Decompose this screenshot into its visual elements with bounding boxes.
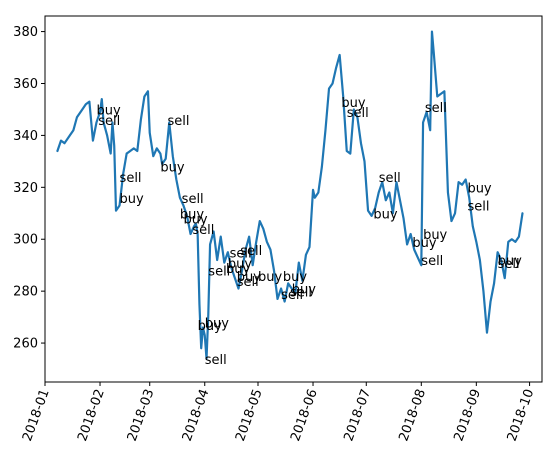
y-axis: 260 280 300 320 340 360 380 [13,25,45,352]
x-tick-label: 2018-08 [396,387,429,443]
buy-annotation: buy [258,270,282,285]
sell-annotation: sell [421,254,443,269]
axes-frame [44,15,543,383]
y-tick-label: 340 [13,129,38,144]
sell-annotation: sell [425,101,447,116]
sell-annotation: sell [98,114,120,129]
sell-annotation: sell [192,223,214,238]
buy-annotation: buy [467,182,491,197]
sell-annotation: sell [205,353,227,368]
buy-annotation: buy [341,96,365,111]
buy-annotation: buy [423,228,447,243]
buy-annotation: buy [412,236,436,251]
buy-annotation: buy [226,262,250,277]
buy-annotation: buy [283,270,307,285]
x-tick-label: 2018-04 [180,387,213,443]
buy-annotation: buy [498,254,522,269]
x-tick-label: 2018-09 [451,387,484,443]
x-tick-label: 2018-03 [125,387,158,443]
y-tick-label: 300 [13,233,38,248]
sell-annotation: sell [281,288,303,303]
sell-annotation: sell [290,285,312,300]
sell-annotation: sell [347,106,369,121]
x-tick-label: 2018-06 [288,387,321,443]
buy-annotation: buy [96,104,120,119]
buy-annotation: buy [205,316,229,331]
price-line [56,30,524,360]
sell-annotation: sell [379,171,401,186]
buy-annotation: buy [292,283,316,298]
x-axis: 2018-01 2018-02 2018-03 2018-04 2018-05 2018-… [20,382,537,443]
buy-annotation: buy [120,192,144,207]
y-tick-label: 360 [13,77,38,92]
y-tick-label: 380 [13,25,38,40]
sell-annotation: sell [208,265,230,280]
sell-annotation: sell [120,171,142,186]
x-tick-label: 2018-10 [505,387,538,443]
buy-annotation: buy [237,270,261,285]
sell-annotation: sell [182,192,204,207]
buy-annotation: buy [198,319,222,334]
sell-annotation: sell [237,275,259,290]
x-tick-label: 2018-07 [341,387,374,443]
sell-annotation: sell [498,257,520,272]
buy-annotation: buy [373,207,397,222]
buy-annotation: buy [228,257,252,272]
x-tick-label: 2018-02 [75,387,108,443]
trade-annotations: buysellsellbuysellbuysellbuybuysellsellb… [96,96,522,368]
x-tick-label: 2018-01 [20,387,53,443]
x-tick-label: 2018-05 [233,387,266,443]
buy-annotation: buy [160,161,184,176]
sell-annotation: sell [167,114,189,129]
buy-annotation: buy [183,213,207,228]
buy-annotation: buy [180,207,204,222]
sell-annotation: sell [467,200,489,215]
y-tick-label: 280 [13,285,38,300]
y-tick-label: 260 [13,337,38,352]
sell-annotation: sell [240,244,262,259]
plot-area [56,30,524,360]
y-tick-label: 320 [13,181,38,196]
sell-annotation: sell [230,246,252,261]
